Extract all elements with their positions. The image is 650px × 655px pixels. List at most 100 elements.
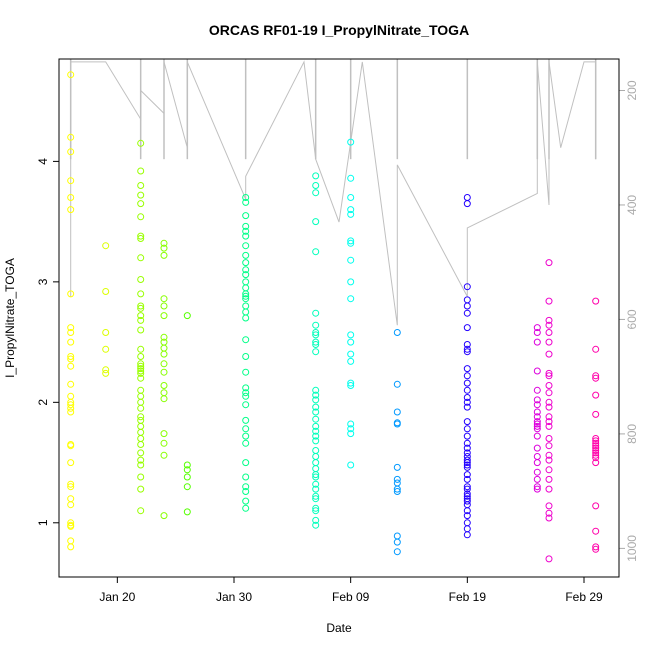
data-point (137, 367, 145, 375)
data-point (242, 295, 250, 303)
data-point (463, 309, 471, 317)
data-point (312, 321, 320, 329)
data-point (137, 456, 145, 464)
data-point (545, 350, 553, 358)
data-point (242, 483, 250, 491)
data-point (137, 235, 145, 242)
data-point (545, 316, 553, 324)
data-point (67, 522, 75, 530)
data-point (533, 422, 541, 430)
data-point (463, 449, 471, 457)
data-point (137, 441, 145, 448)
data-point (347, 174, 355, 182)
data-point (347, 338, 355, 346)
data-point (463, 497, 471, 505)
data-point (393, 538, 401, 546)
data-point (463, 386, 471, 394)
data-point (533, 483, 541, 491)
data-point (242, 432, 250, 440)
data-point (347, 331, 355, 339)
data-point (592, 527, 600, 535)
data-point (533, 413, 541, 421)
data-point (347, 278, 355, 286)
y-tick-label: 3 (36, 278, 50, 285)
data-point (347, 430, 355, 438)
data-point (137, 167, 145, 175)
data-point (463, 418, 471, 426)
data-point (545, 442, 553, 450)
data-point (463, 324, 471, 332)
y2-tick-label: 1000 (625, 535, 639, 562)
data-point (545, 502, 553, 510)
data-point (545, 435, 553, 442)
data-point (592, 447, 600, 454)
y2-tick-label: 800 (625, 424, 639, 444)
data-point (463, 483, 471, 491)
data-point (242, 392, 250, 400)
data-point (137, 449, 145, 457)
data-point (347, 138, 355, 146)
data-point (160, 244, 168, 252)
data-point (137, 485, 145, 493)
y2-tick-label: 600 (625, 309, 639, 329)
data-point (463, 475, 471, 483)
data-point (183, 461, 191, 469)
data-point (545, 403, 553, 411)
data-point (312, 391, 320, 399)
data-point (533, 444, 541, 452)
data-point (160, 239, 168, 247)
data-point (242, 439, 250, 447)
data-point (67, 177, 75, 185)
data-point (137, 182, 145, 189)
data-point (545, 329, 553, 336)
data-point (242, 416, 250, 424)
data-point (545, 456, 553, 464)
data-point (463, 490, 471, 498)
data-point (545, 297, 553, 305)
data-point (137, 360, 145, 368)
data-point (137, 326, 145, 334)
data-point (463, 461, 471, 469)
data-point (312, 386, 320, 394)
data-point (312, 172, 320, 180)
data-point (67, 459, 75, 467)
x-tick-label: Jan 20 (99, 590, 135, 604)
data-point (312, 218, 320, 226)
data-point (463, 492, 471, 500)
data-point (67, 148, 75, 156)
data-point (312, 329, 320, 336)
data-point (67, 290, 75, 298)
data-point (545, 422, 553, 430)
data-point (463, 302, 471, 310)
data-point (242, 336, 250, 344)
data-point (312, 492, 320, 500)
data-point (67, 483, 75, 491)
data-point (545, 382, 553, 389)
data-point (242, 242, 250, 250)
data-point (533, 459, 541, 467)
chart-title: ORCAS RF01-19 I_PropylNitrate_TOGA (209, 22, 469, 38)
plot-frame (58, 58, 620, 578)
data-point (67, 442, 75, 450)
data-point (592, 543, 600, 551)
data-point (137, 316, 145, 324)
data-point (102, 369, 110, 377)
data-point (393, 463, 401, 471)
data-point (533, 324, 541, 332)
data-point (137, 276, 145, 283)
data-point (545, 466, 553, 474)
data-point (463, 444, 471, 452)
y-tick-label: 1 (36, 519, 50, 526)
data-point (393, 408, 401, 416)
data-point (347, 425, 355, 433)
data-point (137, 139, 145, 147)
data-point (545, 509, 553, 517)
data-point (312, 427, 320, 435)
data-point (312, 403, 320, 411)
data-point (137, 191, 145, 199)
data-point (242, 368, 250, 376)
data-point (137, 374, 145, 382)
data-point (592, 345, 600, 353)
